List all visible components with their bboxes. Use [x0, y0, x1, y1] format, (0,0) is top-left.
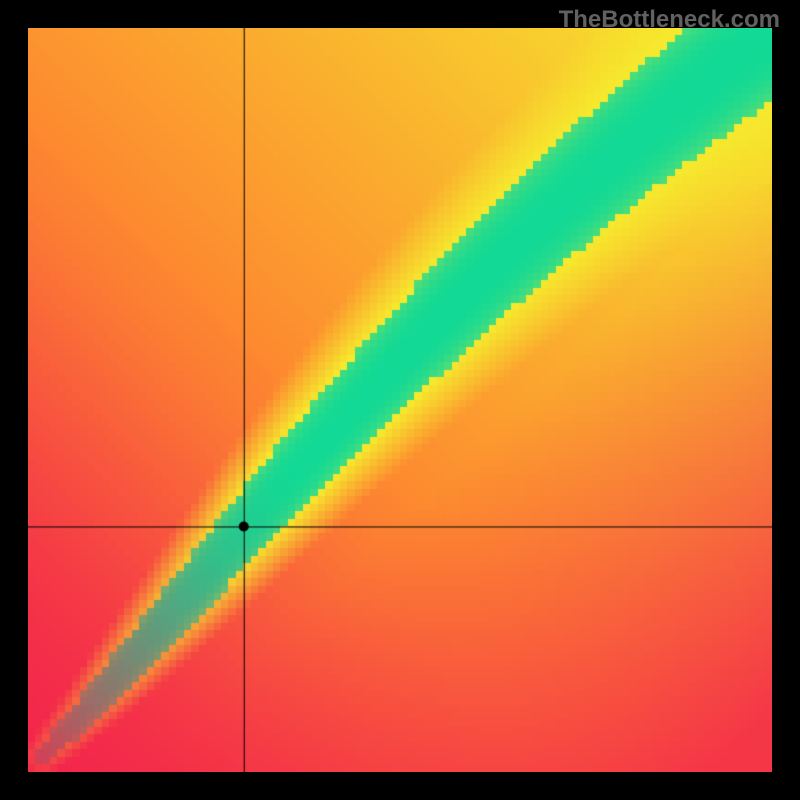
- bottleneck-heatmap: [28, 28, 772, 772]
- chart-frame: TheBottleneck.com: [0, 0, 800, 800]
- watermark-text: TheBottleneck.com: [559, 6, 780, 34]
- heatmap-canvas: [28, 28, 772, 772]
